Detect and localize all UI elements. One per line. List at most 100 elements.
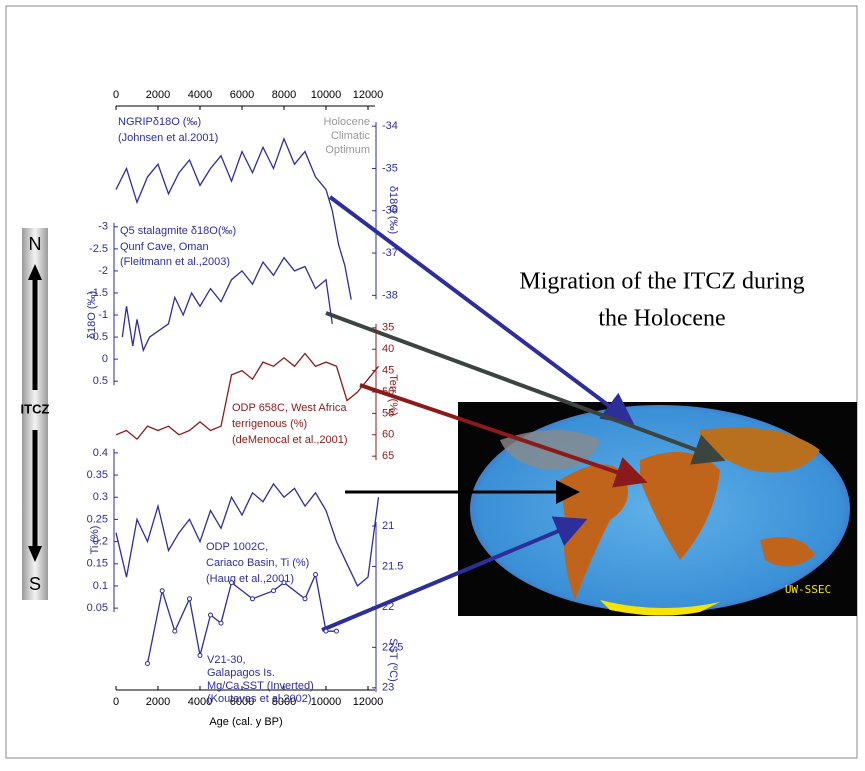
y-tick-label: 22 bbox=[382, 601, 394, 613]
annotation: terrigenous (%) bbox=[232, 418, 307, 430]
y-tick-label: 45 bbox=[382, 365, 394, 377]
annotation: Cariaco Basin, Ti (%) bbox=[206, 557, 309, 569]
itcz-label: ITCZ bbox=[21, 401, 50, 416]
x-tick-label: 10000 bbox=[311, 696, 342, 708]
data-point bbox=[208, 612, 213, 618]
y-tick-label: 22.5 bbox=[382, 641, 403, 653]
y-tick-label: 50 bbox=[382, 386, 394, 398]
headline: the Holocene bbox=[598, 306, 725, 332]
arrow bbox=[328, 195, 635, 425]
y-tick-label: -34 bbox=[382, 120, 398, 132]
y-tick-label: 0.4 bbox=[93, 447, 108, 459]
ice bbox=[600, 600, 720, 616]
y-tick-label: 35 bbox=[382, 322, 394, 334]
arrow bbox=[321, 516, 588, 632]
data-point bbox=[145, 661, 150, 667]
x-tick-label: 2000 bbox=[146, 89, 170, 101]
note: Optimum bbox=[325, 144, 370, 156]
data-point bbox=[271, 588, 276, 594]
annotation: Q5 stalagmite δ18O(‰) bbox=[120, 225, 236, 237]
y-tick-label: 0.1 bbox=[93, 580, 108, 592]
x-axis-title: Age (cal. y BP) bbox=[209, 716, 282, 728]
x-tick-label: 8000 bbox=[272, 696, 296, 708]
y-tick-label: 65 bbox=[382, 450, 394, 462]
y-axis-title: Terr. (%) bbox=[387, 374, 399, 416]
arrow-head bbox=[28, 546, 42, 562]
annotation: (Haug et al.,2001) bbox=[206, 573, 294, 585]
y-tick-label: 0.2 bbox=[93, 535, 108, 547]
x-tick-label: 10000 bbox=[311, 89, 342, 101]
arrow-head bbox=[28, 264, 42, 280]
data-line bbox=[121, 256, 333, 353]
y-tick-label: 60 bbox=[382, 429, 394, 441]
annotation: ODP 1002C, bbox=[206, 541, 268, 553]
data-point bbox=[302, 596, 308, 602]
data-point bbox=[159, 588, 165, 594]
data-point bbox=[313, 572, 318, 578]
y-tick-label: -1.5 bbox=[89, 287, 108, 299]
y-axis-title: Ti (%) bbox=[89, 526, 101, 555]
x-tick-label: 4000 bbox=[188, 696, 212, 708]
continent bbox=[760, 537, 815, 567]
frame bbox=[5, 5, 858, 759]
y-axis-title: SST (ºC) bbox=[387, 638, 399, 682]
north-label: N bbox=[29, 234, 42, 254]
arrow bbox=[359, 383, 648, 488]
y-tick-label: 0.15 bbox=[87, 558, 108, 570]
data-point bbox=[172, 628, 178, 634]
annotation: (Koutavas et al.2002) bbox=[207, 693, 312, 705]
data-point bbox=[197, 652, 203, 658]
y-tick-label: -38 bbox=[382, 289, 398, 301]
annotation: V21-30, bbox=[207, 654, 246, 666]
data-line bbox=[115, 482, 380, 587]
x-tick-label: 8000 bbox=[272, 89, 296, 101]
annotation: Galapagos Is. bbox=[207, 667, 275, 679]
data-point bbox=[187, 596, 192, 602]
data-point bbox=[218, 620, 224, 626]
y-tick-label: -1 bbox=[98, 309, 108, 321]
y-tick-label: -0.5 bbox=[89, 331, 108, 343]
annotation: ODP 658C, West Africa bbox=[232, 402, 347, 414]
y-tick-label: -36 bbox=[382, 205, 398, 217]
x-tick-label: 6000 bbox=[230, 696, 254, 708]
data-line bbox=[115, 136, 352, 300]
south-label: S bbox=[29, 574, 41, 594]
annotation: (Fleitmann et al.,2003) bbox=[120, 256, 230, 268]
y-tick-label: -35 bbox=[382, 162, 398, 174]
continent bbox=[700, 427, 820, 473]
y-tick-label: -3 bbox=[98, 221, 108, 233]
data-point bbox=[250, 596, 255, 602]
x-tick-label: 0 bbox=[113, 89, 119, 101]
y-tick-label: 21 bbox=[382, 520, 394, 532]
y-tick-label: -2 bbox=[98, 265, 108, 277]
annotation: Qunf Cave, Oman bbox=[120, 241, 209, 253]
continent bbox=[640, 452, 720, 560]
headline: Migration of the ITCZ during bbox=[519, 269, 804, 295]
y-tick-label: 40 bbox=[382, 343, 394, 355]
y-tick-label: 0.3 bbox=[93, 491, 108, 503]
data-point bbox=[323, 628, 329, 634]
data-line bbox=[146, 572, 337, 664]
y-axis-title: δ18O (‰) bbox=[86, 291, 98, 339]
x-tick-label: 0 bbox=[113, 696, 119, 708]
annotation: Mg/Ca SST (Inverted) bbox=[207, 680, 314, 692]
note: Holocene bbox=[324, 116, 370, 128]
note: Climatic bbox=[331, 130, 371, 142]
annotation: (deMenocal et al.,2001) bbox=[232, 434, 348, 446]
y-tick-label: 0.5 bbox=[93, 375, 108, 387]
data-point bbox=[281, 580, 287, 586]
y-axis-title: δ18O (‰) bbox=[387, 186, 399, 234]
y-tick-label: 23 bbox=[382, 682, 394, 694]
arrow bbox=[325, 311, 726, 465]
map-credit: UW-SSEC bbox=[785, 583, 831, 596]
x-tick-label: 6000 bbox=[230, 89, 254, 101]
y-tick-label: 0 bbox=[102, 353, 108, 365]
y-tick-label: -2.5 bbox=[89, 243, 108, 255]
annotation: NGRIPδ18O (‰) bbox=[118, 116, 201, 128]
y-tick-label: 0.25 bbox=[87, 513, 108, 525]
x-tick-label: 12000 bbox=[353, 89, 384, 101]
x-tick-label: 2000 bbox=[146, 696, 170, 708]
data-point bbox=[334, 628, 339, 634]
